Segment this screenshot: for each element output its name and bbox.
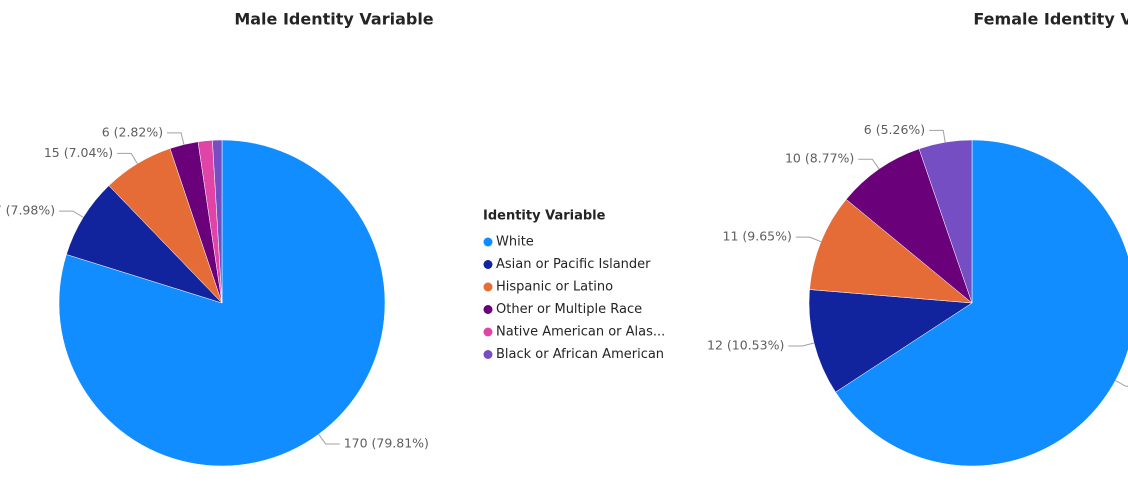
- chart-title: Female Identity Variable: [973, 10, 1128, 29]
- legend-marker: [483, 260, 493, 269]
- data-label: 15 (7.04%): [44, 145, 113, 160]
- legend-label: Black or African American: [496, 347, 664, 362]
- chart-title: Male Identity Variable: [234, 10, 433, 29]
- pie-slice: [808, 289, 973, 393]
- leader-line: [929, 129, 946, 143]
- legend-marker: [483, 237, 493, 247]
- legend-marker: [483, 350, 493, 359]
- data-label: 170 (79.81%): [344, 435, 429, 450]
- data-label: 6 (2.82%): [102, 124, 163, 139]
- leader-line: [167, 132, 185, 145]
- leader-line: [318, 434, 340, 445]
- legend-label: Native American or Alas...: [496, 325, 665, 340]
- leader-line: [788, 342, 815, 347]
- pie-slice: [809, 199, 973, 304]
- legend-marker: [483, 327, 493, 337]
- leader-line: [795, 236, 822, 243]
- legend-label: White: [496, 235, 534, 250]
- pie-slice: [845, 148, 973, 304]
- data-label: 12 (10.53%): [707, 337, 784, 352]
- leader-line: [59, 210, 84, 218]
- leader-line: [1115, 380, 1128, 387]
- leader-line: [117, 152, 138, 164]
- leader-line: [858, 158, 880, 170]
- legend-marker: [483, 305, 493, 314]
- legend-marker: [483, 282, 493, 292]
- legend-title: Identity Variable: [483, 209, 606, 224]
- legend-label: Asian or Pacific Islander: [496, 257, 651, 272]
- pie-slice: [918, 139, 973, 304]
- legend-label: Other or Multiple Race: [496, 302, 642, 317]
- pie-slice: [212, 139, 223, 304]
- data-label: 6 (5.26%): [864, 122, 925, 137]
- data-label: 10 (8.77%): [785, 151, 854, 166]
- data-label: 11 (9.65%): [723, 229, 792, 244]
- legend-label: Hispanic or Latino: [496, 280, 613, 295]
- data-label: 17 (7.98%): [0, 203, 55, 218]
- pie-slice: [835, 139, 1128, 467]
